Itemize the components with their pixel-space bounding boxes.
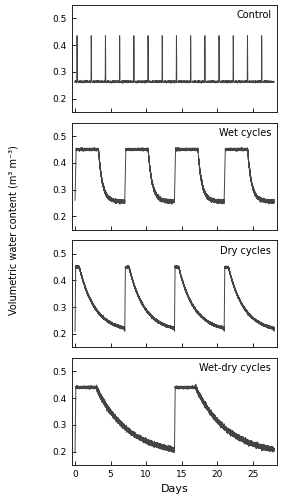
- Text: Dry cycles: Dry cycles: [221, 246, 271, 256]
- Text: Control: Control: [236, 10, 271, 20]
- Text: Volumetric water content (m³ m⁻³): Volumetric water content (m³ m⁻³): [9, 145, 19, 315]
- X-axis label: Days: Days: [160, 484, 188, 494]
- Text: Wet-dry cycles: Wet-dry cycles: [200, 364, 271, 374]
- Text: Wet cycles: Wet cycles: [219, 128, 271, 138]
